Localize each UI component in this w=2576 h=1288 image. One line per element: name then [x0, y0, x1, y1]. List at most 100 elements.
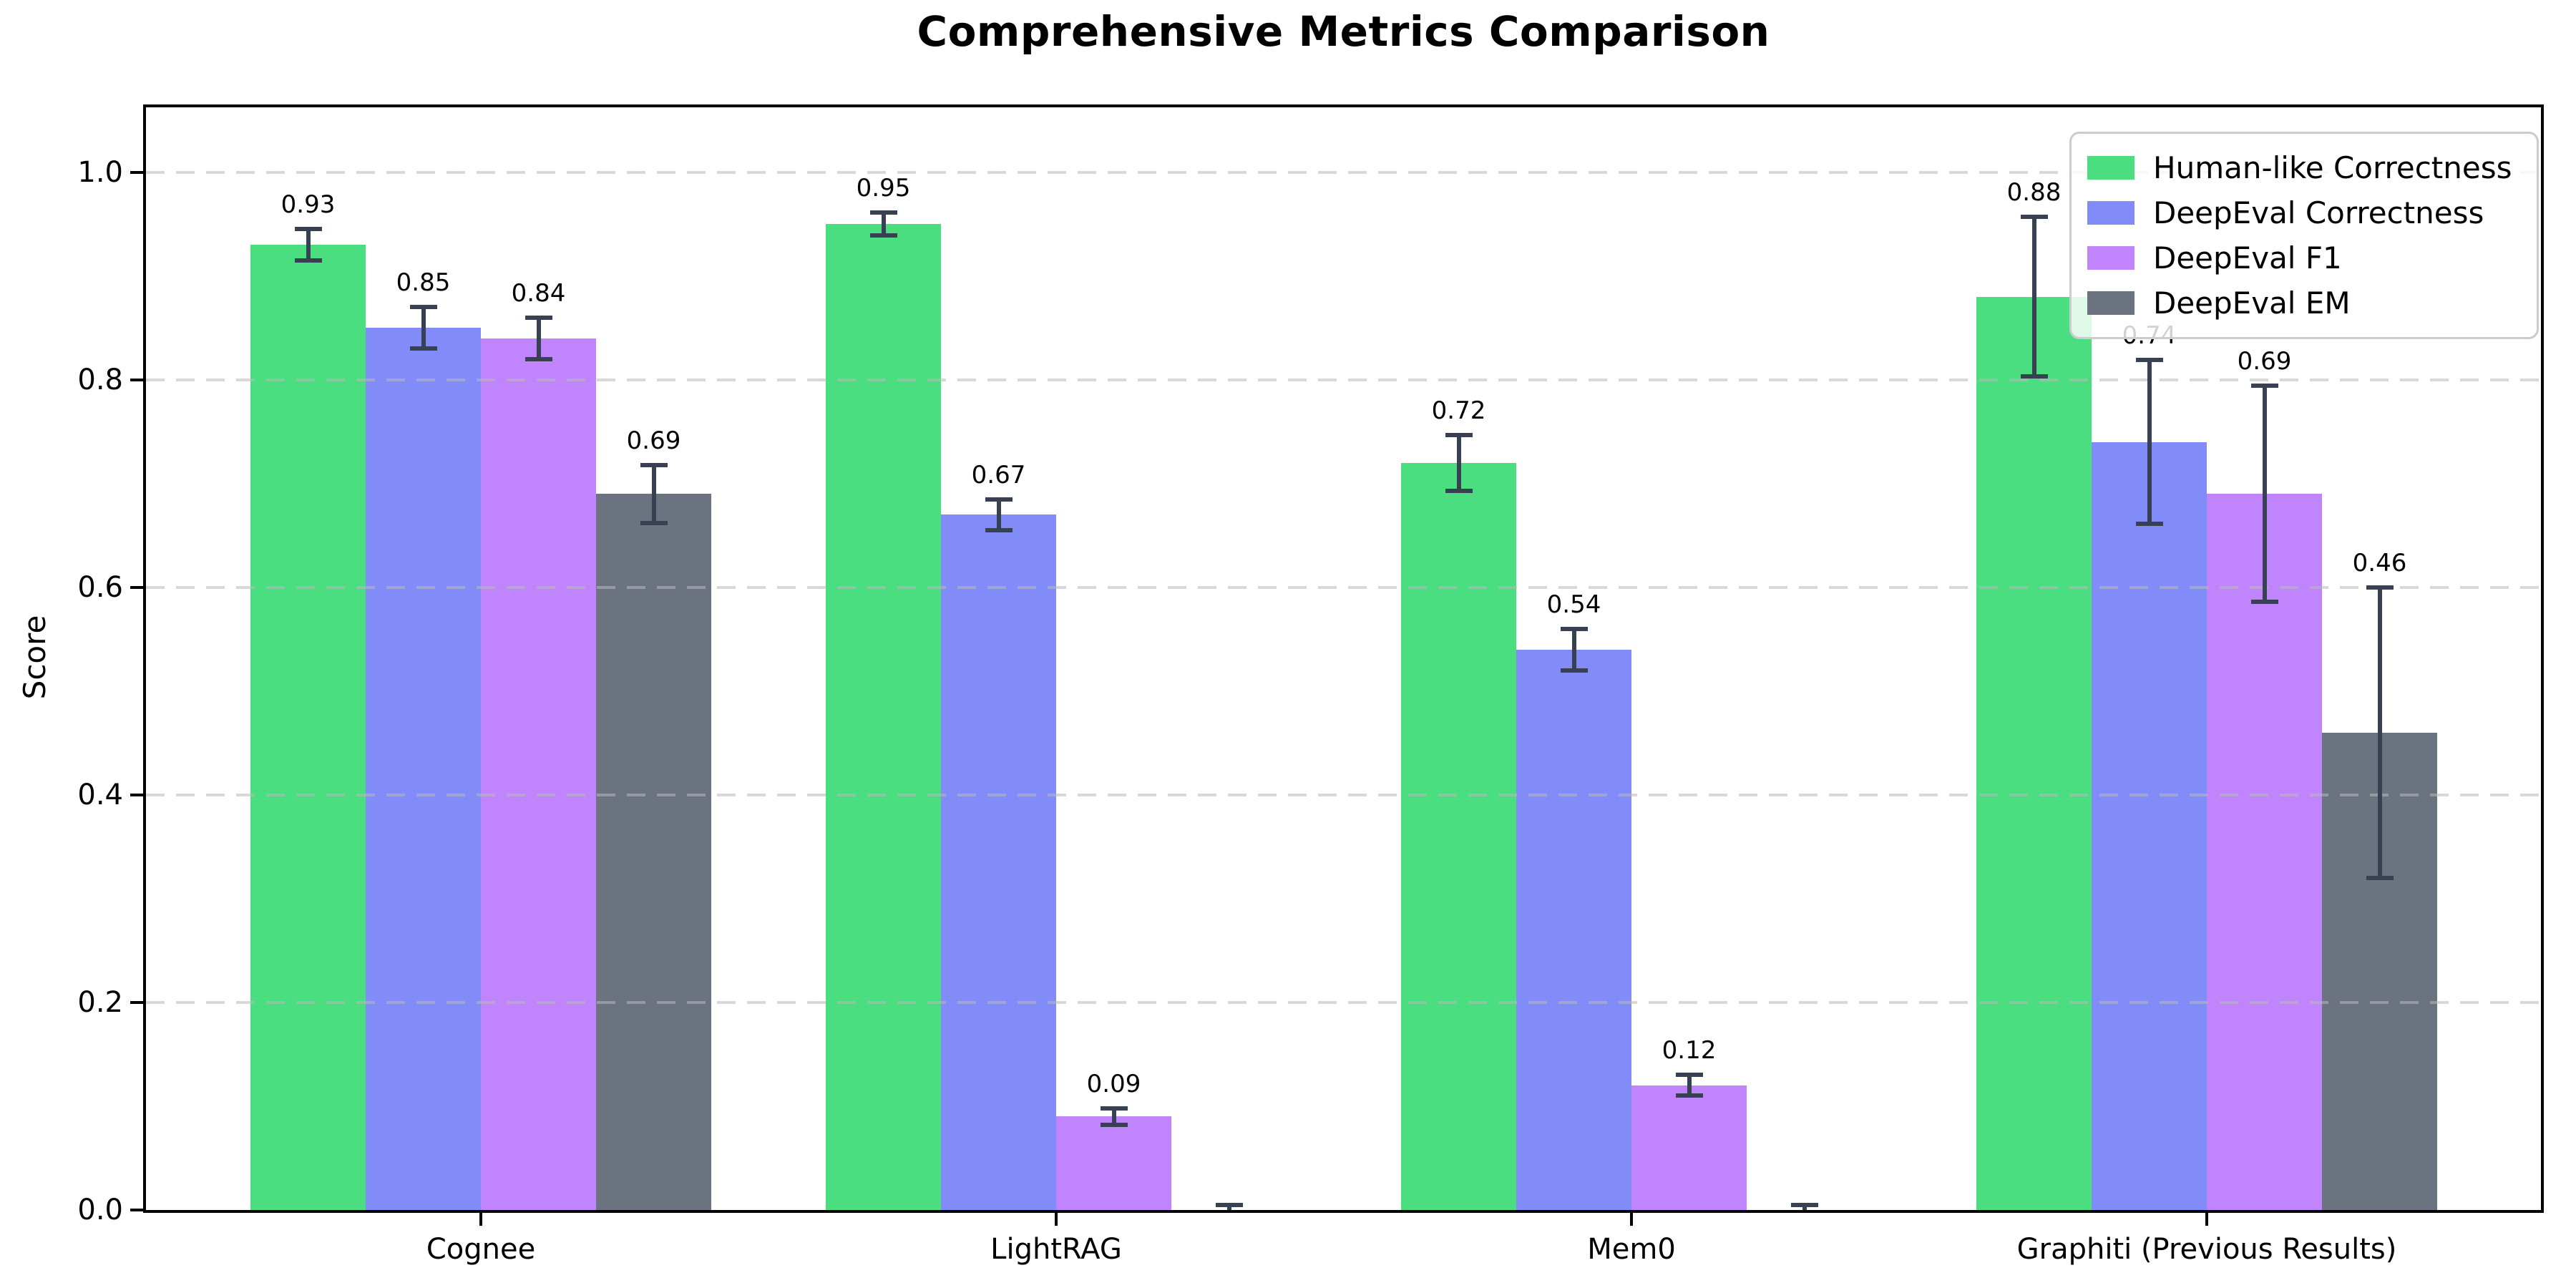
legend-item: Human-like Correctness	[2087, 145, 2521, 190]
x-tick-label: Graphiti (Previous Results)	[2016, 1233, 2397, 1266]
error-bar-cap	[525, 315, 552, 320]
x-axis-tick	[479, 1213, 482, 1226]
error-bar-cap	[1100, 1123, 1128, 1128]
y-axis-label: Score	[17, 615, 52, 700]
bar-value-label: 0.67	[971, 460, 1026, 489]
bar-value-label: 0.84	[511, 278, 566, 308]
bar	[1631, 1085, 1747, 1210]
error-bar	[1111, 1108, 1116, 1126]
legend-item: DeepEval F1	[2087, 235, 2521, 280]
y-axis-tick	[130, 170, 143, 174]
bar	[2207, 494, 2322, 1210]
error-bar-cap	[1560, 626, 1588, 631]
error-bar-cap	[409, 305, 437, 310]
error-bar-cap	[2250, 384, 2278, 389]
y-axis-tick	[130, 1000, 143, 1004]
gridline	[146, 378, 2541, 381]
bar-value-label: 0.46	[2352, 548, 2407, 577]
error-bar-cap	[2020, 215, 2048, 219]
bar-value-label: 0.69	[2237, 347, 2292, 376]
bar-value-label: 0.95	[856, 174, 911, 203]
bar-value-label: 0.88	[2006, 178, 2062, 208]
legend-swatch-icon	[2087, 156, 2135, 180]
error-bar-cap	[2366, 875, 2394, 880]
legend-swatch-icon	[2087, 201, 2135, 225]
legend-swatch-icon	[2087, 246, 2135, 270]
y-axis-tick	[130, 1209, 143, 1211]
error-bar	[1571, 628, 1576, 670]
x-tick-label: Cognee	[426, 1233, 536, 1266]
y-tick-label: 0.4	[77, 778, 123, 811]
y-axis-tick	[130, 585, 143, 589]
error-bar-cap	[869, 210, 897, 215]
error-bar	[421, 307, 426, 349]
error-bar	[651, 464, 656, 523]
error-bar-cap	[1445, 432, 1473, 437]
gridline	[146, 1000, 2541, 1004]
error-bar-cap	[294, 258, 322, 263]
error-bar-cap	[985, 497, 1013, 502]
x-axis-tick	[2205, 1213, 2208, 1226]
error-bar-cap	[525, 356, 552, 361]
error-bar-cap	[1445, 488, 1473, 493]
legend-item: DeepEval EM	[2087, 280, 2521, 326]
y-axis-tick	[130, 378, 143, 381]
gridline	[146, 793, 2541, 796]
y-tick-label: 0.0	[77, 1194, 123, 1226]
legend-swatch-icon	[2087, 291, 2135, 315]
legend-label: Human-like Correctness	[2153, 150, 2512, 185]
bar	[2092, 441, 2207, 1210]
bar	[941, 514, 1056, 1210]
y-tick-label: 1.0	[77, 155, 123, 189]
x-tick-label: Mem0	[1587, 1233, 1676, 1266]
chart-title: Comprehensive Metrics Comparison	[917, 7, 1770, 56]
error-bar	[1226, 1204, 1231, 1210]
error-bar-cap	[985, 528, 1013, 533]
bar	[1976, 296, 2092, 1210]
error-bar	[881, 213, 886, 236]
error-bar	[1456, 434, 1461, 491]
bar	[826, 224, 941, 1210]
bar	[596, 494, 711, 1210]
error-bar	[2031, 217, 2036, 377]
bar-value-label: 0.93	[280, 190, 336, 220]
legend-label: DeepEval F1	[2153, 240, 2342, 275]
error-bar-cap	[1100, 1106, 1128, 1111]
bar	[1056, 1116, 1171, 1210]
error-bar-cap	[1675, 1093, 1703, 1098]
bar-value-label: 0.72	[1431, 396, 1486, 425]
error-bar-cap	[1790, 1202, 1818, 1207]
error-bar	[536, 317, 541, 359]
y-axis-tick	[130, 793, 143, 796]
y-tick-label: 0.6	[77, 570, 123, 604]
bar	[1401, 462, 1516, 1210]
bar-value-label: 0.09	[1086, 1069, 1141, 1098]
error-bar-cap	[640, 520, 668, 525]
bar	[250, 245, 366, 1210]
error-bar-cap	[294, 227, 322, 232]
bar-value-label: 0.12	[1662, 1036, 1717, 1065]
x-axis-tick	[1630, 1213, 1633, 1226]
error-bar-cap	[1675, 1073, 1703, 1078]
error-bar-cap	[1560, 668, 1588, 673]
legend-label: DeepEval Correctness	[2153, 195, 2484, 230]
error-bar-cap	[2250, 600, 2278, 605]
gridline	[146, 585, 2541, 589]
error-bar	[2262, 386, 2267, 602]
legend-label: DeepEval EM	[2153, 286, 2351, 321]
error-bar	[306, 229, 311, 260]
y-tick-label: 0.8	[77, 363, 123, 396]
error-bar-cap	[409, 346, 437, 351]
error-bar-cap	[1215, 1202, 1243, 1207]
bar	[481, 338, 596, 1210]
gridline	[146, 170, 2541, 174]
error-bar	[1802, 1204, 1807, 1210]
error-bar-cap	[2366, 585, 2394, 590]
legend: Human-like Correctness DeepEval Correctne…	[2069, 132, 2539, 339]
plot-area: 0.930.950.720.880.850.670.540.740.840.09…	[143, 104, 2544, 1213]
error-bar	[1687, 1075, 1692, 1096]
error-bar	[2147, 360, 2152, 525]
y-tick-label: 0.2	[77, 985, 123, 1019]
error-bar-cap	[2135, 522, 2163, 527]
